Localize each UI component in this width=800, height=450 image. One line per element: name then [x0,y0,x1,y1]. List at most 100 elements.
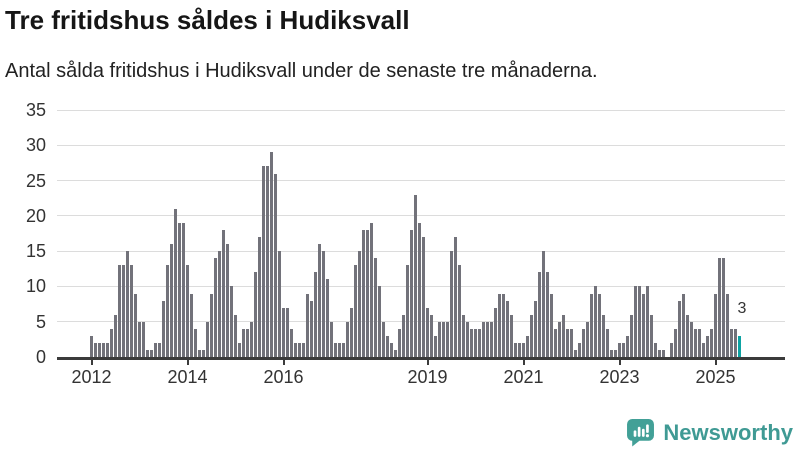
bar [674,328,677,357]
bar [642,293,645,357]
bar [518,342,521,357]
bar [290,328,293,357]
bar [318,244,321,357]
bar [542,251,545,357]
bar [450,251,453,357]
bar [478,328,481,357]
bar [406,265,409,357]
bar [646,286,649,357]
highlighted-bar [738,335,741,357]
bar [122,265,125,357]
bar [630,314,633,357]
bar [506,300,509,357]
newsworthy-branding: Newsworthy [626,418,793,447]
bar [482,321,485,357]
bar [262,166,265,357]
bar [310,300,313,357]
bar [186,265,189,357]
y-gridline [57,250,785,252]
bar [610,349,613,357]
bar [278,251,281,357]
y-axis-tick-label: 5 [35,311,46,332]
bar [146,349,149,357]
bar [598,293,601,357]
bar [662,349,665,357]
bar [254,272,257,357]
bar [250,321,253,357]
bar [710,328,713,357]
bar [686,314,689,357]
bar [130,265,133,357]
bar [198,349,201,357]
y-axis-tick-label: 15 [25,241,46,262]
bar [90,335,93,357]
x-axis-tick [522,360,525,365]
bar [314,272,317,357]
bar [110,328,113,357]
bar [554,328,557,357]
x-axis-line [57,357,785,360]
bar [306,293,309,357]
bar [562,314,565,357]
bar [654,342,657,357]
bar [590,293,593,357]
bar [722,258,725,357]
bar [322,251,325,357]
x-axis-tick-label: 2025 [695,367,736,387]
bar [166,265,169,357]
bar [694,328,697,357]
bar [434,335,437,357]
bar [530,314,533,357]
bar [210,293,213,357]
bar [126,251,129,357]
x-axis-tick-label: 2023 [599,367,640,387]
x-axis-tick [426,360,429,365]
bar [614,349,617,357]
x-axis-tick-label: 2012 [71,367,112,387]
bar [546,272,549,357]
bar [474,328,477,357]
y-axis-tick-label: 10 [25,276,46,297]
bar [446,321,449,357]
bar [514,342,517,357]
bar [238,342,241,357]
y-axis-tick-label: 20 [25,205,46,226]
y-gridline [57,321,785,323]
x-axis-tick-label: 2016 [263,367,304,387]
bar [354,265,357,357]
bar [350,307,353,357]
bar [342,342,345,357]
bar [358,251,361,357]
bar [470,328,473,357]
bar [670,342,673,357]
x-axis-tick [282,360,285,365]
bar [190,293,193,357]
bar [410,229,413,357]
bar [362,229,365,357]
bar [234,314,237,357]
bar [142,321,145,357]
bar [510,314,513,357]
bar [150,349,153,357]
y-axis-tick-label: 0 [35,347,46,367]
bar [366,229,369,357]
y-gridline [57,215,785,217]
bar [618,342,621,357]
bar [386,335,389,357]
newsworthy-logo-icon [626,418,655,447]
bar [286,307,289,357]
bar [378,286,381,357]
bar [582,328,585,357]
bar [270,152,273,357]
bar [206,321,209,357]
bar [330,321,333,357]
last-bar-value-label: 3 [737,300,747,317]
y-gridline [57,285,785,287]
bar [154,342,157,357]
bar [214,258,217,357]
bar [202,349,205,357]
bar [394,349,397,357]
bar [258,237,261,357]
bar [526,335,529,357]
bar [230,286,233,357]
